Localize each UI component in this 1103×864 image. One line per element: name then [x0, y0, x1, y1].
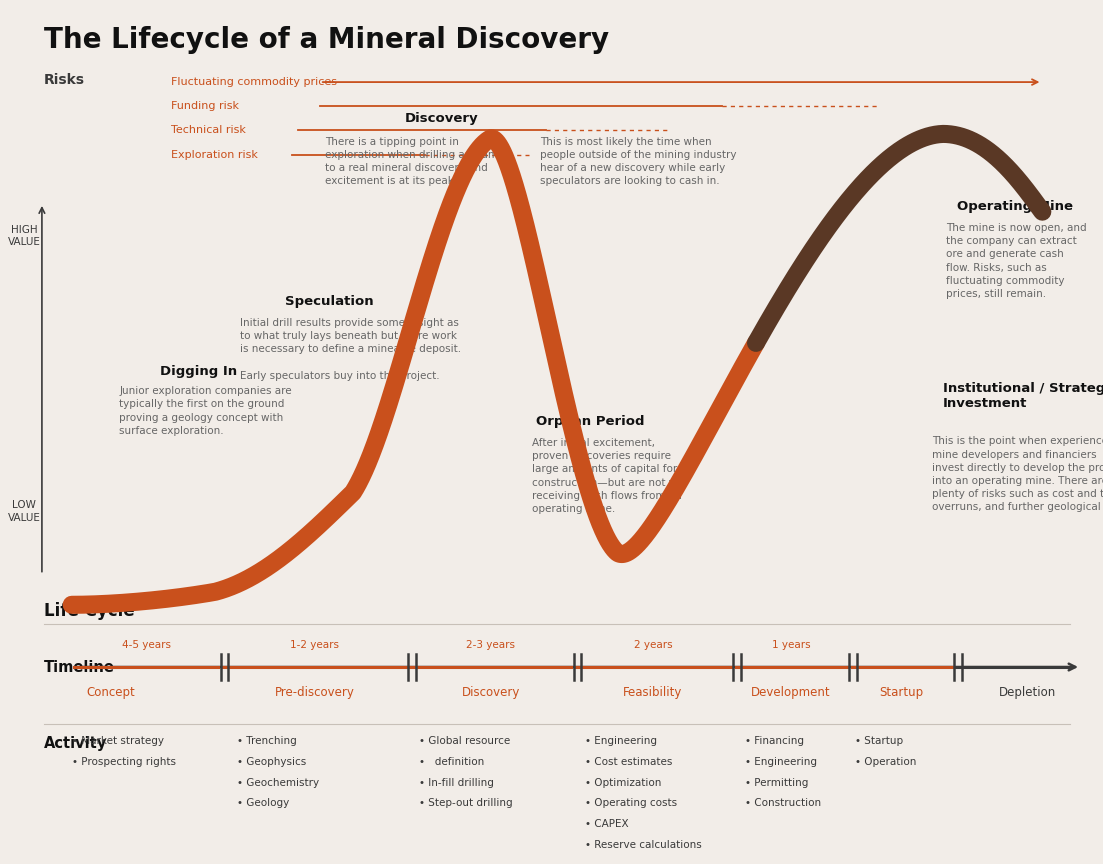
Text: Risks: Risks [44, 73, 85, 87]
Text: • Optimization: • Optimization [585, 778, 661, 788]
Text: • Operation: • Operation [855, 757, 917, 767]
Text: Digging In: Digging In [160, 365, 237, 378]
Text: • Market strategy: • Market strategy [72, 736, 163, 746]
Text: Startup: Startup [879, 686, 923, 699]
Text: • Trenching: • Trenching [237, 736, 297, 746]
Text: • Geology: • Geology [237, 798, 289, 809]
Text: • Step-out drilling: • Step-out drilling [419, 798, 513, 809]
Text: 2 years: 2 years [634, 639, 673, 650]
Text: • Construction: • Construction [745, 798, 821, 809]
Text: •   definition: • definition [419, 757, 484, 767]
Text: • Global resource: • Global resource [419, 736, 511, 746]
Text: Activity: Activity [44, 736, 107, 751]
Text: Discovery: Discovery [462, 686, 520, 699]
Text: • Engineering: • Engineering [745, 757, 816, 767]
Text: The Lifecycle of a Mineral Discovery: The Lifecycle of a Mineral Discovery [44, 26, 609, 54]
Text: • Reserve calculations: • Reserve calculations [585, 840, 702, 850]
Text: Exploration risk: Exploration risk [171, 149, 258, 160]
Text: This is the point when experienced
mine developers and financiers
invest directl: This is the point when experienced mine … [932, 436, 1103, 512]
Text: Initial drill results provide some insight as
to what truly lays beneath but mor: Initial drill results provide some insig… [240, 318, 461, 381]
Text: Speculation: Speculation [285, 295, 373, 308]
Text: Funding risk: Funding risk [171, 101, 239, 111]
Text: • Permitting: • Permitting [745, 778, 807, 788]
Text: • In-fill drilling: • In-fill drilling [419, 778, 494, 788]
Text: 4-5 years: 4-5 years [121, 639, 171, 650]
Text: LOW
VALUE: LOW VALUE [8, 500, 41, 523]
Text: Orphan Period: Orphan Period [536, 415, 644, 428]
Text: • Cost estimates: • Cost estimates [585, 757, 672, 767]
Text: 2-3 years: 2-3 years [467, 639, 515, 650]
Text: Depletion: Depletion [999, 686, 1057, 699]
Text: There is a tipping point in
exploration when drilling amounts
to a real mineral : There is a tipping point in exploration … [325, 137, 504, 186]
Text: Feasibility: Feasibility [623, 686, 683, 699]
Text: • Financing: • Financing [745, 736, 803, 746]
Text: The mine is now open, and
the company can extract
ore and generate cash
flow. Ri: The mine is now open, and the company ca… [946, 223, 1086, 299]
Text: This is most likely the time when
people outside of the mining industry
hear of : This is most likely the time when people… [540, 137, 737, 186]
Text: HIGH
VALUE: HIGH VALUE [8, 225, 41, 247]
Text: Fluctuating commodity prices: Fluctuating commodity prices [171, 77, 336, 87]
Text: Technical risk: Technical risk [171, 125, 246, 136]
Text: • Operating costs: • Operating costs [585, 798, 677, 809]
Text: 1 years: 1 years [772, 639, 811, 650]
Text: Life Cycle: Life Cycle [44, 602, 135, 620]
Text: • Geochemistry: • Geochemistry [237, 778, 319, 788]
Text: • Geophysics: • Geophysics [237, 757, 307, 767]
Text: Operating Mine: Operating Mine [957, 200, 1073, 213]
Text: • Prospecting rights: • Prospecting rights [72, 757, 175, 767]
Text: Junior exploration companies are
typically the first on the ground
proving a geo: Junior exploration companies are typical… [119, 386, 292, 435]
Text: Discovery: Discovery [405, 112, 478, 125]
Text: Pre-discovery: Pre-discovery [275, 686, 354, 699]
Text: Timeline: Timeline [44, 659, 115, 675]
Text: • Engineering: • Engineering [585, 736, 656, 746]
Text: After initial excitement,
proven discoveries require
large amounts of capital fo: After initial excitement, proven discove… [532, 438, 685, 514]
Text: • Startup: • Startup [855, 736, 903, 746]
Text: 1-2 years: 1-2 years [290, 639, 339, 650]
Text: • CAPEX: • CAPEX [585, 819, 629, 829]
Text: Concept: Concept [86, 686, 135, 699]
Text: Development: Development [751, 686, 831, 699]
Text: Institutional / Strategic
Investment: Institutional / Strategic Investment [943, 382, 1103, 410]
